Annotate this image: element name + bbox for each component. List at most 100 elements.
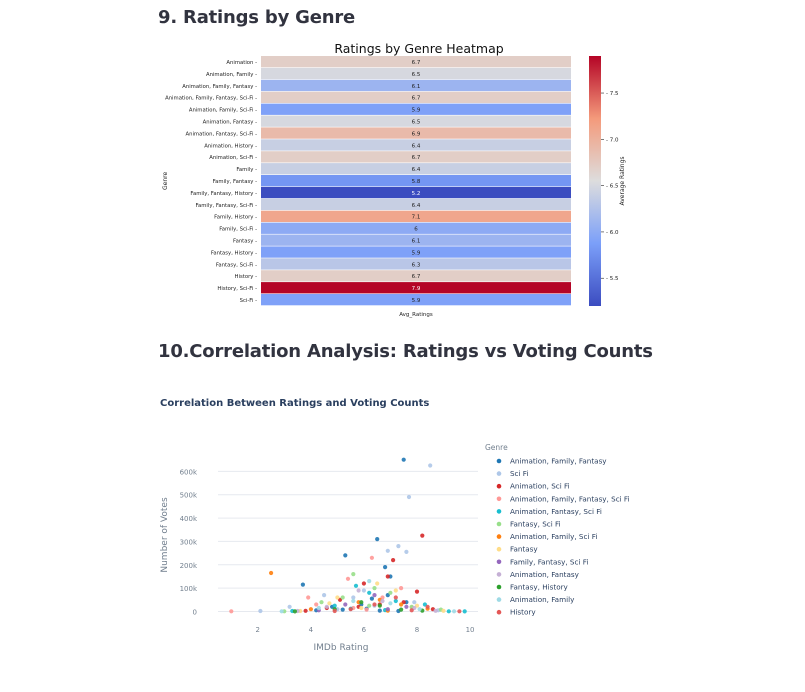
scatter-point[interactable]: [300, 582, 305, 587]
scatter-point[interactable]: [383, 565, 388, 570]
scatter-point[interactable]: [375, 537, 380, 542]
scatter-point[interactable]: [401, 457, 406, 462]
scatter-point[interactable]: [441, 608, 446, 613]
scatter-point[interactable]: [433, 608, 438, 613]
scatter-point[interactable]: [319, 600, 324, 605]
scatter-point[interactable]: [279, 609, 284, 614]
scatter-point[interactable]: [332, 603, 337, 608]
scatter-point[interactable]: [372, 586, 377, 591]
legend-marker: [496, 559, 502, 565]
scatter-point[interactable]: [303, 608, 308, 613]
scatter-point[interactable]: [409, 608, 414, 613]
scatter-point[interactable]: [388, 590, 393, 595]
scatter-point[interactable]: [316, 605, 321, 611]
scatter-point[interactable]: [340, 595, 345, 600]
legend-item[interactable]: History: [496, 608, 537, 617]
scatter-point[interactable]: [361, 581, 366, 586]
scatter-point[interactable]: [335, 595, 340, 600]
scatter-point[interactable]: [353, 583, 359, 588]
scatter-point[interactable]: [314, 602, 319, 607]
scatter-point[interactable]: [332, 608, 337, 614]
scatter-point[interactable]: [385, 574, 390, 579]
legend-item[interactable]: Animation, Sci Fi: [496, 482, 570, 491]
scatter-point[interactable]: [399, 602, 404, 607]
scatter-point[interactable]: [343, 553, 348, 558]
legend-item[interactable]: Sci Fi: [496, 469, 529, 478]
scatter-point[interactable]: [359, 605, 364, 611]
scatter-point[interactable]: [340, 607, 345, 612]
scatter-point[interactable]: [404, 604, 409, 609]
scatter-point[interactable]: [393, 588, 398, 593]
scatter-point[interactable]: [306, 595, 311, 600]
legend-item[interactable]: Fantasy, Sci Fi: [496, 520, 561, 529]
scatter-point[interactable]: [391, 558, 396, 563]
scatter-point[interactable]: [287, 604, 292, 609]
heatmap-y-tick-label: Fantasy, Sci-Fi -: [216, 262, 257, 268]
scatter-point[interactable]: [367, 590, 372, 595]
scatter-point[interactable]: [348, 607, 353, 612]
scatter-point[interactable]: [404, 549, 409, 554]
scatter-point[interactable]: [377, 603, 382, 608]
scatter-point[interactable]: [425, 604, 430, 609]
legend-item[interactable]: Fantasy: [496, 545, 539, 554]
scatter-point[interactable]: [367, 579, 372, 584]
scatter-point[interactable]: [377, 608, 382, 613]
scatter-point[interactable]: [343, 602, 348, 607]
legend-item[interactable]: Animation, Fantasy: [496, 570, 580, 579]
scatter-point[interactable]: [417, 607, 422, 612]
scatter-point[interactable]: [359, 600, 364, 605]
scatter-point[interactable]: [406, 494, 412, 500]
scatter-point[interactable]: [369, 596, 374, 601]
legend-item[interactable]: Animation, Family, Fantasy: [496, 457, 608, 466]
scatter-point[interactable]: [452, 609, 457, 614]
legend-item[interactable]: Animation, Family, Sci Fi: [496, 532, 598, 541]
scatter-point[interactable]: [269, 570, 274, 576]
scatter-point[interactable]: [327, 601, 332, 606]
scatter-point[interactable]: [292, 609, 297, 614]
scatter-point[interactable]: [396, 544, 401, 549]
scatter-point[interactable]: [446, 609, 451, 614]
scatter-point[interactable]: [462, 609, 467, 614]
scatter-point[interactable]: [351, 598, 356, 604]
legend-item[interactable]: Animation, Family, Fantasy, Sci Fi: [496, 494, 630, 503]
scatter-point[interactable]: [375, 581, 380, 586]
scatter-point[interactable]: [258, 608, 263, 614]
scatter-point[interactable]: [345, 576, 351, 581]
scatter-point[interactable]: [420, 533, 425, 538]
scatter-point[interactable]: [351, 572, 356, 577]
scatter-point[interactable]: [457, 609, 462, 614]
scatter-point[interactable]: [324, 604, 329, 609]
scatter-point[interactable]: [428, 463, 433, 468]
legend-item[interactable]: Animation, Fantasy, Sci Fi: [496, 507, 602, 516]
scatter-point[interactable]: [364, 607, 369, 612]
legend-item[interactable]: Fantasy, History: [496, 583, 569, 592]
scatter-point[interactable]: [372, 593, 377, 598]
scatter-point[interactable]: [229, 609, 234, 614]
legend-label: Animation, Family, Sci Fi: [510, 532, 597, 541]
heatmap-y-tick-label: Family, Fantasy, Sci-Fi -: [195, 203, 257, 209]
scatter-point[interactable]: [393, 598, 398, 604]
legend-label: Fantasy, History: [510, 583, 569, 592]
scatter-point[interactable]: [356, 588, 361, 593]
scatter-point[interactable]: [361, 588, 366, 593]
heatmap-value-label: 6.3: [412, 262, 421, 268]
scatter-y-tick-label: 0: [193, 608, 197, 616]
scatter-point[interactable]: [367, 603, 372, 608]
heatmap-cell: [261, 258, 571, 270]
scatter-point[interactable]: [372, 602, 377, 607]
legend-item[interactable]: Family, Fantasy, Sci Fi: [496, 557, 589, 566]
scatter-point[interactable]: [385, 607, 390, 612]
scatter-point[interactable]: [399, 607, 404, 612]
scatter-point[interactable]: [308, 607, 313, 612]
scatter-point[interactable]: [388, 601, 393, 606]
scatter-point[interactable]: [414, 589, 420, 594]
scatter-point[interactable]: [399, 586, 404, 591]
scatter-point[interactable]: [385, 548, 390, 553]
scatter-point[interactable]: [351, 595, 356, 600]
scatter-point[interactable]: [369, 555, 374, 560]
legend-item[interactable]: Animation, Family: [496, 595, 575, 604]
scatter-point[interactable]: [322, 593, 327, 598]
scatter-point[interactable]: [393, 595, 398, 600]
scatter-point[interactable]: [412, 600, 417, 605]
scatter-point[interactable]: [380, 598, 385, 604]
